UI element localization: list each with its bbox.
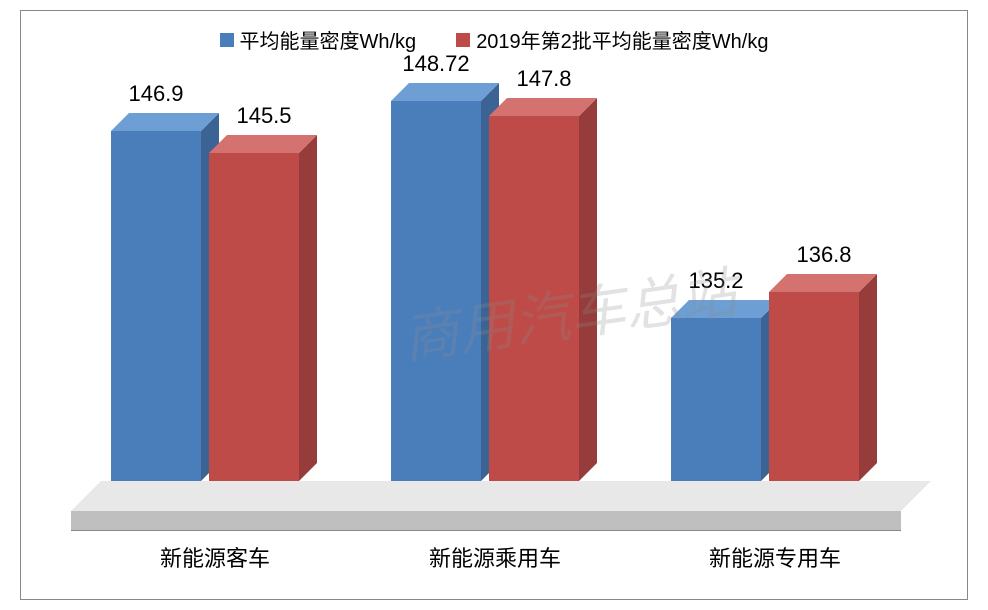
value-label: 136.8 bbox=[774, 242, 874, 268]
value-label: 147.8 bbox=[494, 66, 594, 92]
bar-top bbox=[391, 83, 499, 101]
chart-frame: 平均能量密度Wh/kg 2019年第2批平均能量密度Wh/kg 146.9 145… bbox=[20, 10, 968, 600]
bar-side bbox=[299, 135, 317, 481]
category-label: 新能源专用车 bbox=[695, 541, 855, 573]
bar-0-1 bbox=[209, 153, 299, 481]
bar-front bbox=[769, 292, 859, 481]
legend-swatch-2 bbox=[456, 33, 470, 47]
floor-front bbox=[71, 511, 901, 531]
legend-item-series2: 2019年第2批平均能量密度Wh/kg bbox=[456, 25, 768, 54]
value-label: 145.5 bbox=[214, 103, 314, 129]
bar-0-0 bbox=[111, 131, 201, 481]
bars-layer: 146.9145.5148.72147.8135.2136.8 bbox=[71, 81, 931, 481]
bar-front bbox=[111, 131, 201, 481]
legend: 平均能量密度Wh/kg 2019年第2批平均能量密度Wh/kg bbox=[21, 25, 967, 54]
category-label: 新能源客车 bbox=[135, 541, 295, 573]
legend-swatch-1 bbox=[220, 33, 234, 47]
bar-front bbox=[391, 101, 481, 481]
legend-label-2: 2019年第2批平均能量密度Wh/kg bbox=[476, 25, 768, 54]
bar-top bbox=[111, 113, 219, 131]
legend-item-series1: 平均能量密度Wh/kg bbox=[220, 25, 417, 54]
legend-label-1: 平均能量密度Wh/kg bbox=[240, 25, 417, 54]
bar-side bbox=[859, 274, 877, 481]
bar-top bbox=[671, 300, 779, 318]
bar-top bbox=[489, 98, 597, 116]
bar-front bbox=[489, 116, 579, 481]
bar-2-1 bbox=[769, 292, 859, 481]
bar-1-0 bbox=[391, 101, 481, 481]
bar-front bbox=[671, 318, 761, 481]
value-label: 146.9 bbox=[106, 81, 206, 107]
bar-side bbox=[579, 98, 597, 481]
bar-top bbox=[209, 135, 317, 153]
value-label: 135.2 bbox=[666, 268, 766, 294]
bar-1-1 bbox=[489, 116, 579, 481]
floor-top bbox=[71, 481, 931, 511]
category-label: 新能源乘用车 bbox=[415, 541, 575, 573]
bar-top bbox=[769, 274, 877, 292]
value-label: 148.72 bbox=[386, 51, 486, 77]
plot-area: 146.9145.5148.72147.8135.2136.8 新能源客车新能源… bbox=[71, 81, 931, 531]
bar-2-0 bbox=[671, 318, 761, 481]
bar-front bbox=[209, 153, 299, 481]
